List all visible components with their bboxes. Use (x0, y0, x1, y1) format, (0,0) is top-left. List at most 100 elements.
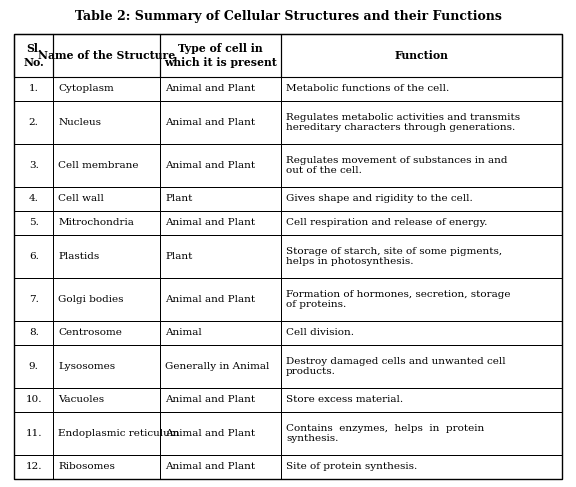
Bar (160, 345, 281, 388)
Text: Cytoplasm: Cytoplasm (58, 84, 114, 94)
Text: 9.: 9. (29, 362, 39, 371)
Text: Metabolic functions of the cell.: Metabolic functions of the cell. (286, 84, 449, 94)
Text: Contains  enzymes,  helps  in  protein
synthesis.: Contains enzymes, helps in protein synth… (286, 424, 484, 443)
Bar (281, 455, 562, 479)
Text: Animal and Plant: Animal and Plant (165, 463, 255, 471)
Bar (160, 278, 281, 321)
Text: Animal and Plant: Animal and Plant (165, 429, 255, 438)
Bar (281, 278, 562, 321)
Text: 7.: 7. (29, 295, 39, 304)
Text: 12.: 12. (25, 463, 42, 471)
Text: Animal and Plant: Animal and Plant (165, 219, 255, 227)
Bar (281, 345, 562, 388)
Bar (14, 278, 54, 321)
Text: Regulates movement of substances in and
out of the cell.: Regulates movement of substances in and … (286, 155, 507, 175)
Text: 11.: 11. (25, 429, 42, 438)
Text: Function: Function (395, 50, 448, 61)
Bar (14, 412, 54, 455)
Bar (54, 345, 160, 388)
Text: 10.: 10. (25, 395, 42, 405)
Text: Cell division.: Cell division. (286, 328, 354, 337)
Bar (14, 187, 54, 211)
Bar (160, 34, 281, 77)
Text: 2.: 2. (29, 118, 39, 127)
Text: Type of cell in
which it is present: Type of cell in which it is present (164, 43, 277, 68)
Text: Animal: Animal (165, 328, 202, 337)
Bar (281, 235, 562, 278)
Text: Endoplasmic reticulum: Endoplasmic reticulum (58, 429, 180, 438)
Text: 6.: 6. (29, 252, 39, 261)
Bar (54, 187, 160, 211)
Text: 3.: 3. (29, 161, 39, 170)
Text: Golgi bodies: Golgi bodies (58, 295, 124, 304)
Bar (14, 388, 54, 412)
Text: 8.: 8. (29, 328, 39, 337)
Text: Plant: Plant (165, 194, 193, 204)
Bar (160, 211, 281, 235)
Bar (54, 211, 160, 235)
Bar (281, 187, 562, 211)
Text: Animal and Plant: Animal and Plant (165, 84, 255, 94)
Bar (281, 321, 562, 345)
Text: Formation of hormones, secretion, storage
of proteins.: Formation of hormones, secretion, storag… (286, 290, 510, 309)
Bar (14, 455, 54, 479)
Bar (54, 278, 160, 321)
Text: Centrosome: Centrosome (58, 328, 122, 337)
Text: Site of protein synthesis.: Site of protein synthesis. (286, 463, 417, 471)
Text: Animal and Plant: Animal and Plant (165, 395, 255, 405)
Bar (14, 235, 54, 278)
Bar (160, 235, 281, 278)
Text: Destroy damaged cells and unwanted cell
products.: Destroy damaged cells and unwanted cell … (286, 356, 506, 376)
Bar (54, 235, 160, 278)
Text: Cell wall: Cell wall (58, 194, 104, 204)
Bar (54, 144, 160, 187)
Bar (160, 144, 281, 187)
Text: 1.: 1. (29, 84, 39, 94)
Bar (14, 144, 54, 187)
Bar (14, 211, 54, 235)
Text: Plant: Plant (165, 252, 193, 261)
Text: Store excess material.: Store excess material. (286, 395, 403, 405)
Bar (281, 211, 562, 235)
Bar (281, 144, 562, 187)
Text: 5.: 5. (29, 219, 39, 227)
Bar (54, 412, 160, 455)
Bar (14, 345, 54, 388)
Bar (54, 77, 160, 101)
Text: Storage of starch, site of some pigments,
helps in photosynthesis.: Storage of starch, site of some pigments… (286, 246, 502, 266)
Text: Name of the Structure: Name of the Structure (38, 50, 176, 61)
Bar (14, 34, 54, 77)
Bar (54, 101, 160, 144)
Bar (160, 77, 281, 101)
Bar (281, 412, 562, 455)
Text: Cell membrane: Cell membrane (58, 161, 139, 170)
Bar (160, 321, 281, 345)
Text: Regulates metabolic activities and transmits
hereditary characters through gener: Regulates metabolic activities and trans… (286, 112, 520, 132)
Bar (14, 77, 54, 101)
Bar (14, 321, 54, 345)
Text: Cell respiration and release of energy.: Cell respiration and release of energy. (286, 219, 487, 227)
Text: Ribosomes: Ribosomes (58, 463, 115, 471)
Bar (160, 187, 281, 211)
Bar (54, 34, 160, 77)
Bar (160, 101, 281, 144)
Bar (160, 455, 281, 479)
Bar (14, 101, 54, 144)
Bar (54, 388, 160, 412)
Text: Animal and Plant: Animal and Plant (165, 161, 255, 170)
Text: Animal and Plant: Animal and Plant (165, 295, 255, 304)
Bar (54, 321, 160, 345)
Bar (281, 101, 562, 144)
Text: Table 2: Summary of Cellular Structures and their Functions: Table 2: Summary of Cellular Structures … (74, 10, 502, 23)
Text: 4.: 4. (29, 194, 39, 204)
Text: Animal and Plant: Animal and Plant (165, 118, 255, 127)
Text: Sl.
No.: Sl. No. (24, 43, 44, 68)
Text: Gives shape and rigidity to the cell.: Gives shape and rigidity to the cell. (286, 194, 473, 204)
Text: Vacuoles: Vacuoles (58, 395, 105, 405)
Text: Generally in Animal: Generally in Animal (165, 362, 270, 371)
Bar (54, 455, 160, 479)
Bar (160, 412, 281, 455)
Bar (281, 388, 562, 412)
Text: Plastids: Plastids (58, 252, 100, 261)
Bar (281, 34, 562, 77)
